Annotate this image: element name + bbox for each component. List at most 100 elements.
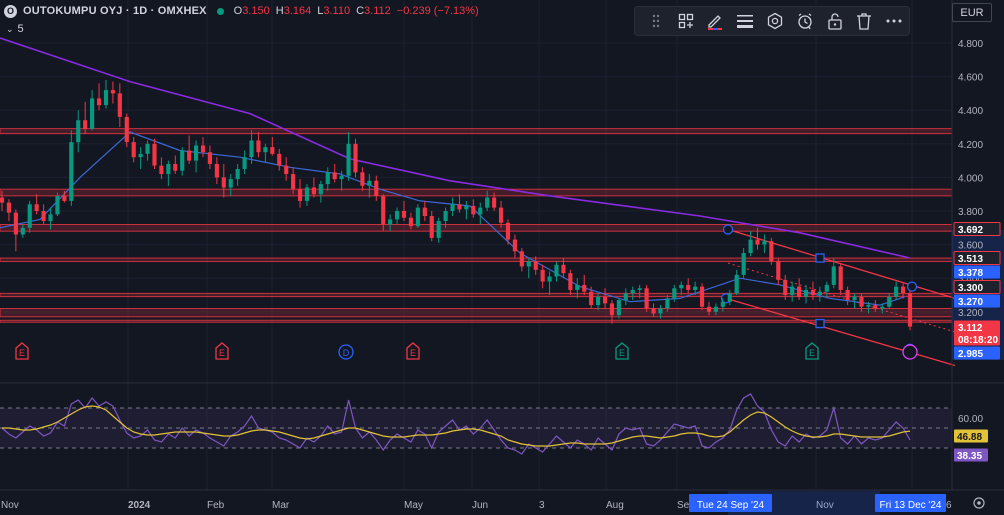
candle-body <box>450 204 455 211</box>
rsi-line <box>1 393 911 455</box>
candle-body <box>582 284 587 292</box>
price-axis[interactable]: 4.800 4.600 4.400 4.200 4.000 3.800 3.600 3.400… <box>951 0 1004 490</box>
resistance-zone[interactable] <box>0 188 953 197</box>
candle-body <box>62 195 67 201</box>
candle-body <box>810 289 816 295</box>
candle-body <box>554 264 559 277</box>
channel-handle[interactable] <box>906 281 918 292</box>
price-tag-box <box>953 280 1001 294</box>
candle-body <box>561 264 566 274</box>
symbol-title[interactable]: OUTOKUMPU OYJ · 1D · OMXHEX <box>23 5 207 17</box>
lock-icon[interactable] <box>820 8 850 34</box>
drag-handle-icon[interactable] <box>641 8 671 34</box>
candle-body <box>145 143 150 154</box>
candle-body <box>69 142 74 201</box>
candle-body <box>866 305 871 307</box>
resistance-zone[interactable] <box>0 292 953 298</box>
time-highlight-box <box>689 494 772 512</box>
price-tag-label: 3.270 <box>958 297 983 308</box>
symbol-header: O OUTOKUMPU OYJ · 1D · OMXHEX O3.150 H3.… <box>4 3 479 19</box>
candle-body <box>13 212 18 235</box>
candle-body <box>6 202 12 213</box>
symbol-logo: O <box>4 4 17 18</box>
candle-body <box>852 296 857 301</box>
channel-handle-square[interactable] <box>815 318 825 329</box>
low-value: 3.110 <box>323 5 351 17</box>
settings-icon[interactable] <box>760 8 790 34</box>
upcoming-event-marker[interactable] <box>902 344 918 360</box>
candle-body <box>519 251 524 267</box>
candle-body <box>242 157 247 169</box>
market-open-dot <box>216 7 224 15</box>
resistance-zone[interactable] <box>0 224 953 232</box>
candle-body <box>41 211 46 222</box>
resistance-zone[interactable] <box>0 128 953 135</box>
time-tick-label: Feb <box>207 500 225 511</box>
channel-handle-square[interactable] <box>815 253 825 263</box>
candle-body <box>769 241 774 262</box>
ema-20-path <box>0 131 906 306</box>
pencil-icon[interactable] <box>701 8 731 34</box>
candle-body <box>318 184 323 195</box>
close-value: 3.112 <box>364 5 391 17</box>
candle-body <box>173 163 178 171</box>
resistance-zone[interactable] <box>0 257 953 262</box>
candle-body <box>360 172 365 186</box>
candle-body <box>478 207 483 215</box>
alert-clock-icon[interactable] <box>790 8 820 34</box>
resistance-zone[interactable] <box>0 308 953 318</box>
candle-body <box>755 239 760 245</box>
candle-body <box>803 289 809 297</box>
candle-body <box>699 286 705 307</box>
candle-body <box>48 214 53 222</box>
earnings-marker[interactable] <box>805 342 819 360</box>
candle-body <box>644 288 649 309</box>
drawing-floating-toolbar[interactable] <box>634 6 910 36</box>
layout-icon[interactable] <box>671 8 701 34</box>
channel-handle[interactable] <box>722 224 734 235</box>
candle-body <box>713 306 719 312</box>
candle-body <box>256 140 261 153</box>
high-value: 3.164 <box>283 5 312 17</box>
line-weight-icon[interactable] <box>730 8 760 34</box>
candle-body <box>214 163 219 178</box>
time-tick-label: Nov <box>816 500 834 511</box>
dividend-marker[interactable] <box>338 344 354 360</box>
indicators-toggle[interactable]: ⌄ 5 <box>6 23 24 35</box>
candle-body <box>90 98 95 129</box>
candle-body <box>270 147 275 154</box>
resistance-zone[interactable] <box>0 319 953 323</box>
candle-body <box>471 205 476 215</box>
earnings-marker[interactable] <box>15 342 29 360</box>
candle-body <box>859 296 864 307</box>
time-tick-label: 3 <box>539 500 545 511</box>
currency-selector[interactable]: EUR <box>952 3 992 22</box>
gear-ring <box>973 497 985 509</box>
candle-body <box>180 150 185 171</box>
price-tag-label: 3.300 <box>958 283 983 294</box>
candle-body <box>110 90 115 94</box>
candle-body <box>540 269 545 282</box>
earnings-marker[interactable] <box>215 342 229 360</box>
earnings-marker[interactable] <box>615 342 629 360</box>
candle-body <box>679 284 684 289</box>
candle-body <box>686 284 691 290</box>
earnings-marker[interactable] <box>406 342 420 360</box>
candle-body <box>207 152 213 164</box>
candle-body <box>900 286 906 294</box>
channel-upper-line[interactable] <box>727 228 956 299</box>
time-highlight-box <box>875 494 946 512</box>
more-icon[interactable] <box>879 8 909 34</box>
time-axis[interactable]: Nov 2024 Feb Mar May Jun 3 Aug Sep Nov 6 Tue 24 Sep… <box>0 489 1004 515</box>
price-tag-label: 3.692 <box>958 225 983 236</box>
candle-body <box>415 207 420 227</box>
close-label: C <box>356 5 365 17</box>
candle-body <box>27 204 32 228</box>
candle-body <box>304 187 310 201</box>
price-tag-box <box>954 346 1000 360</box>
candle-body <box>249 140 254 158</box>
trash-icon[interactable] <box>849 8 879 34</box>
chart-settings-icon[interactable] <box>973 497 985 509</box>
